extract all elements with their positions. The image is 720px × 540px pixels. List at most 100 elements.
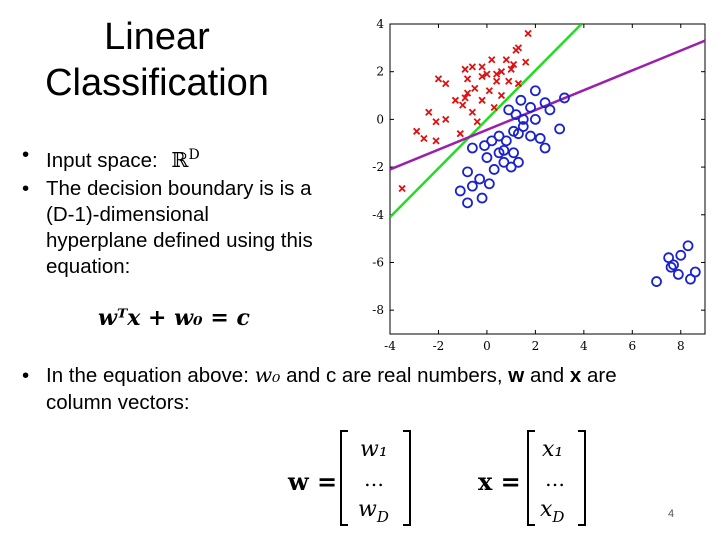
data-point-o xyxy=(498,156,510,168)
data-point-x xyxy=(488,56,496,64)
data-point-o xyxy=(668,259,679,271)
x-tick-label: -2 xyxy=(433,339,445,353)
data-point-x xyxy=(507,65,515,73)
data-point-x xyxy=(463,89,472,97)
slide-title: Linear Classification xyxy=(18,14,296,106)
data-point-x xyxy=(485,87,493,95)
data-point-o xyxy=(486,135,498,147)
data-point-x xyxy=(434,75,443,83)
data-point-x xyxy=(497,68,506,76)
data-point-o xyxy=(462,166,473,178)
data-point-x xyxy=(432,137,440,145)
y-tick-label: 4 xyxy=(376,18,384,31)
bullet3-line2: column vectors: xyxy=(46,391,190,414)
data-point-x xyxy=(471,84,479,93)
bullet-input-space: • Input space: ℝD xyxy=(22,142,376,174)
data-point-o xyxy=(454,185,466,197)
left-bracket xyxy=(527,430,535,526)
data-point-o xyxy=(534,133,546,144)
hyperplane-equation: wᵀx + w₀ = c xyxy=(98,305,250,331)
data-point-o xyxy=(510,109,522,121)
data-point-o xyxy=(476,192,488,204)
vector-x-entry: … xyxy=(545,467,565,491)
data-point-o xyxy=(554,123,566,135)
data-point-x xyxy=(459,101,467,109)
data-point-o xyxy=(517,113,529,125)
data-point-o xyxy=(483,178,495,190)
data-point-x xyxy=(492,70,501,78)
data-point-x xyxy=(505,77,513,85)
data-point-x xyxy=(468,108,477,116)
data-point-x xyxy=(502,56,510,64)
title-line-1: Linear xyxy=(104,16,210,58)
bullet-decision-boundary: • The decision boundary is is a (D-1)-di… xyxy=(22,176,316,280)
bullet1-text: Input space: xyxy=(46,148,158,172)
data-point-x xyxy=(451,96,460,104)
data-point-x xyxy=(478,63,486,71)
data-point-o xyxy=(525,130,536,142)
data-point-o xyxy=(689,266,701,278)
data-point-o xyxy=(498,144,510,156)
data-point-x xyxy=(497,91,506,100)
data-point-o xyxy=(462,197,473,209)
data-point-x xyxy=(478,96,486,104)
data-point-x xyxy=(492,77,501,85)
data-point-x xyxy=(432,118,440,126)
right-bracket xyxy=(403,430,411,526)
data-point-o xyxy=(513,156,524,168)
data-point-x xyxy=(425,108,433,116)
data-point-x xyxy=(461,65,469,73)
data-point-o xyxy=(529,113,541,125)
bullet3-x: x xyxy=(569,364,582,387)
data-point-x xyxy=(514,44,523,52)
data-point-o xyxy=(466,142,478,154)
data-point-x xyxy=(463,75,472,83)
x-tick-label: -4 xyxy=(384,339,396,353)
data-point-o xyxy=(651,276,662,287)
data-point-o xyxy=(481,152,493,163)
vector-w: w₁ … wD xyxy=(340,430,411,526)
reals-symbol: ℝ xyxy=(171,147,189,172)
data-point-o xyxy=(503,104,515,116)
data-point-x xyxy=(514,79,523,88)
bullet3-w0: w₀ xyxy=(254,363,281,387)
reals-superscript: D xyxy=(188,147,200,163)
data-point-x xyxy=(468,63,477,71)
data-point-o xyxy=(539,97,551,109)
data-point-x xyxy=(413,127,421,135)
left-bracket xyxy=(340,430,348,526)
y-tick-label: 0 xyxy=(376,112,384,126)
data-point-o xyxy=(665,261,677,273)
data-point-x xyxy=(442,115,450,124)
data-point-x xyxy=(509,60,518,69)
data-point-o xyxy=(513,128,524,140)
x-tick-label: 8 xyxy=(677,339,685,353)
data-point-x xyxy=(522,58,530,66)
data-point-o xyxy=(508,147,519,159)
data-point-o xyxy=(515,94,527,106)
bullet3-w: w xyxy=(508,364,525,387)
data-point-x xyxy=(524,29,532,38)
data-point-o xyxy=(474,173,486,185)
bullet3-mid: and c are real numbers, xyxy=(286,364,503,387)
data-point-o xyxy=(529,85,541,97)
bullet3-prefix: In the equation above: xyxy=(46,364,249,387)
y-tick-label: -8 xyxy=(372,303,384,317)
bullet3-and: and xyxy=(529,364,565,387)
plot-frame xyxy=(389,23,706,335)
x-tick-label: 4 xyxy=(580,339,588,353)
bullet-equation-explanation: • In the equation above: w₀ and c are re… xyxy=(22,362,682,416)
vector-x-entry: x₁ xyxy=(542,437,563,462)
vector-w-label: w = xyxy=(288,467,338,496)
data-point-x xyxy=(478,72,486,81)
data-point-o xyxy=(505,161,517,173)
data-point-o xyxy=(539,142,551,154)
right-bracket xyxy=(578,430,586,526)
vector-w-entry: … xyxy=(364,467,384,491)
vector-w-entry: w₁ xyxy=(360,437,388,462)
data-point-o xyxy=(466,180,478,192)
y-tick-label: -2 xyxy=(372,160,384,174)
vector-w-entry: wD xyxy=(358,497,389,526)
vector-x: x₁ … xD xyxy=(527,430,586,526)
data-point-x xyxy=(473,118,481,126)
